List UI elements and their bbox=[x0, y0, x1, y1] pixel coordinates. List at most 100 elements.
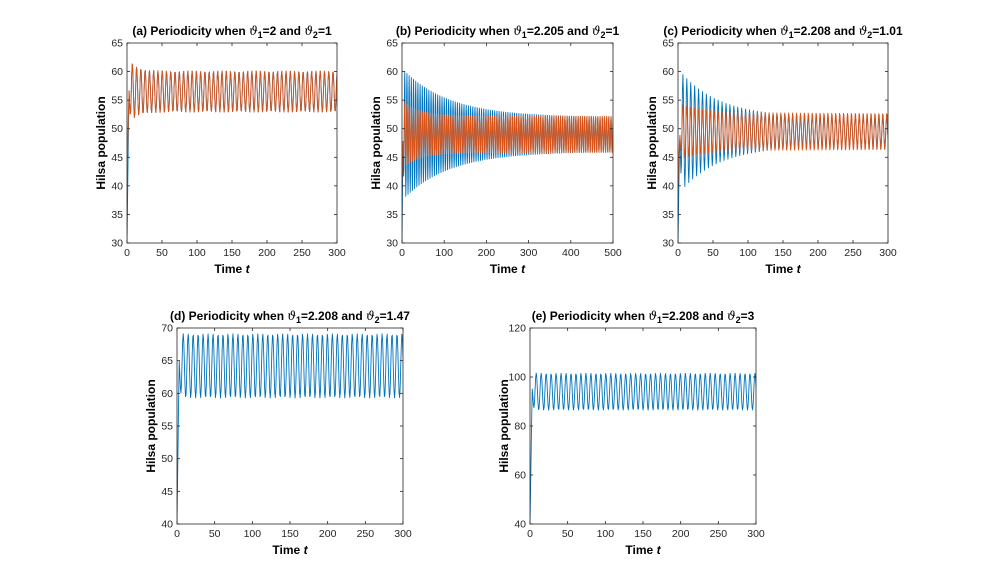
title-subscript-2: 2 bbox=[867, 30, 872, 40]
y-axis-label: Hilsa population bbox=[94, 96, 108, 189]
plot-area bbox=[177, 328, 403, 524]
title-prefix: (d) Periodicity when bbox=[170, 309, 287, 323]
title-suffix: =1.47 bbox=[380, 309, 411, 323]
chart-title: (a) Periodicity when ϑ1=2 and ϑ2=1 bbox=[132, 24, 332, 40]
x-axis-label-text: Time bbox=[214, 262, 242, 276]
y-tick-label: 30 bbox=[386, 238, 398, 250]
title-prefix: (c) Periodicity when bbox=[663, 24, 780, 38]
y-tick-label: 60 bbox=[514, 470, 526, 482]
x-axis-label: Time t bbox=[490, 262, 526, 276]
x-tick-label: 50 bbox=[156, 247, 168, 259]
series-orange-line bbox=[127, 63, 337, 186]
y-tick-label: 70 bbox=[161, 323, 173, 335]
title-prefix: (b) Periodicity when bbox=[396, 24, 513, 38]
series-group bbox=[402, 71, 613, 243]
y-tick-label: 50 bbox=[161, 453, 173, 465]
x-tick-label: 50 bbox=[209, 528, 221, 540]
x-axis-label: Time t bbox=[625, 543, 661, 557]
series-blue-line bbox=[177, 333, 403, 524]
series-orange-line bbox=[678, 104, 888, 186]
title-mid: =2.208 and bbox=[662, 309, 727, 323]
title-theta1-symbol: ϑ bbox=[648, 309, 657, 323]
x-tick-label: 250 bbox=[710, 528, 728, 540]
title-suffix: =1.01 bbox=[872, 24, 903, 38]
title-prefix: (e) Periodicity when bbox=[532, 309, 649, 323]
x-tick-label: 300 bbox=[394, 528, 412, 540]
axes-box bbox=[401, 42, 614, 244]
title-mid: =2.205 and bbox=[527, 24, 592, 38]
y-tick-label: 45 bbox=[111, 152, 123, 164]
y-tick-label: 65 bbox=[386, 38, 398, 50]
y-tick-label: 30 bbox=[662, 238, 674, 250]
title-theta2-symbol: ϑ bbox=[859, 24, 868, 38]
x-tick-label: 150 bbox=[281, 528, 299, 540]
y-axis-label: Hilsa population bbox=[645, 96, 659, 189]
x-tick-label: 500 bbox=[604, 247, 622, 259]
x-axis-label: Time t bbox=[765, 262, 801, 276]
y-tick-label: 55 bbox=[386, 95, 398, 107]
x-tick-label: 250 bbox=[357, 528, 375, 540]
y-axis-label: Hilsa population bbox=[497, 379, 511, 472]
x-axis-label-text: Time bbox=[625, 543, 653, 557]
title-suffix: =1 bbox=[605, 24, 619, 38]
x-axis-label-text: Time bbox=[765, 262, 793, 276]
title-subscript-2: 2 bbox=[736, 315, 741, 325]
chart-title: (e) Periodicity when ϑ1=2.208 and ϑ2=3 bbox=[532, 309, 755, 325]
x-axis-label-variable: t bbox=[304, 543, 309, 557]
x-tick-label: 100 bbox=[739, 247, 757, 259]
x-tick-label: 0 bbox=[124, 247, 130, 259]
y-tick-label: 35 bbox=[386, 209, 398, 221]
x-tick-label: 200 bbox=[319, 528, 337, 540]
title-subscript-1: 1 bbox=[522, 30, 527, 40]
title-subscript-2: 2 bbox=[600, 30, 605, 40]
title-mid: =2 and bbox=[263, 24, 305, 38]
panel-c: 0 50 100 150 200 250 300 30 35 40 45 50 55 60 65(c) Pe… bbox=[645, 24, 903, 276]
x-tick-label: 200 bbox=[672, 528, 690, 540]
chart-title: (d) Periodicity when ϑ1=2.208 and ϑ2=1.4… bbox=[170, 309, 410, 325]
y-tick-label: 40 bbox=[161, 519, 173, 531]
chart-title: (b) Periodicity when ϑ1=2.205 and ϑ2=1 bbox=[396, 24, 620, 40]
x-tick-label: 0 bbox=[399, 247, 405, 259]
title-theta2-symbol: ϑ bbox=[727, 309, 736, 323]
title-suffix: =3 bbox=[741, 309, 755, 323]
y-tick-label: 60 bbox=[662, 66, 674, 78]
title-theta2-symbol: ϑ bbox=[366, 309, 375, 323]
y-tick-label: 45 bbox=[386, 152, 398, 164]
title-suffix: =1 bbox=[318, 24, 332, 38]
panel-e: 0 50 100 150 200 250 300 40 60 80 100 120 (e) Period… bbox=[497, 309, 765, 557]
x-tick-label: 200 bbox=[478, 247, 496, 259]
x-axis-label-variable: t bbox=[657, 543, 662, 557]
y-tick-label: 50 bbox=[386, 123, 398, 135]
x-tick-label: 100 bbox=[244, 528, 262, 540]
x-tick-label: 50 bbox=[562, 528, 574, 540]
y-tick-label: 45 bbox=[662, 152, 674, 164]
series-blue-line bbox=[530, 372, 756, 524]
x-tick-label: 100 bbox=[435, 247, 453, 259]
title-subscript-1: 1 bbox=[258, 30, 263, 40]
title-theta1-symbol: ϑ bbox=[287, 309, 296, 323]
x-tick-label: 250 bbox=[293, 247, 311, 259]
y-axis-label: Hilsa population bbox=[369, 96, 383, 189]
panel-b: 0 100 200 300 400 500 30 35 40 45 50 55 60 65(b) Peri… bbox=[369, 24, 622, 276]
x-tick-label: 200 bbox=[809, 247, 827, 259]
y-tick-label: 40 bbox=[386, 180, 398, 192]
x-tick-label: 400 bbox=[562, 247, 580, 259]
chart-title: (c) Periodicity when ϑ1=2.208 and ϑ2=1.0… bbox=[663, 24, 903, 40]
title-subscript-1: 1 bbox=[296, 315, 301, 325]
x-tick-label: 300 bbox=[328, 247, 346, 259]
x-tick-label: 150 bbox=[634, 528, 652, 540]
x-axis-label-text: Time bbox=[272, 543, 300, 557]
title-theta1-symbol: ϑ bbox=[249, 24, 258, 38]
title-theta2-symbol: ϑ bbox=[592, 24, 601, 38]
x-axis-label-variable: t bbox=[797, 262, 802, 276]
panel-a: 0 50 100 150 200 250 300 30 35 40 45 50 55 60 65 (a) Pe… bbox=[94, 24, 346, 276]
y-axis-label: Hilsa population bbox=[144, 379, 158, 472]
x-tick-label: 100 bbox=[188, 247, 206, 259]
series-group bbox=[678, 74, 888, 243]
x-tick-label: 100 bbox=[597, 528, 615, 540]
y-tick-label: 100 bbox=[508, 372, 526, 384]
x-tick-label: 150 bbox=[774, 247, 792, 259]
title-subscript-1: 1 bbox=[657, 315, 662, 325]
title-theta2-symbol: ϑ bbox=[304, 24, 313, 38]
